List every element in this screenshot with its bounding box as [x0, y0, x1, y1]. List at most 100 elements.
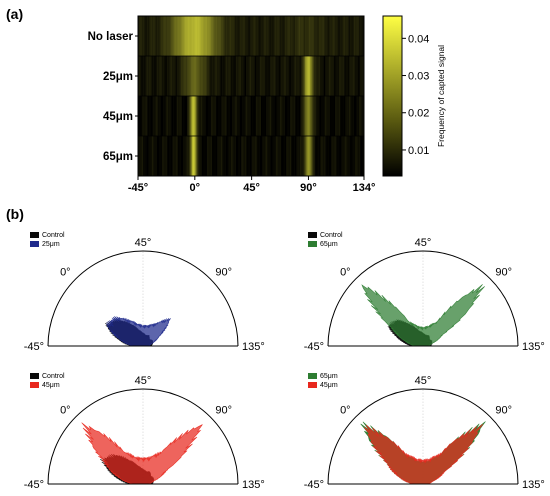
- heatmap-cell: [165, 56, 168, 96]
- heatmap-cell: [335, 96, 337, 136]
- heatmap-cell: [228, 96, 231, 136]
- polar-angle-label: -45°: [24, 341, 44, 353]
- heatmap-cell: [163, 136, 165, 176]
- heatmap-cell: [249, 56, 252, 96]
- heatmap-cell: [240, 136, 243, 176]
- heatmap-cell: [360, 136, 362, 176]
- heatmap-cell: [173, 16, 175, 56]
- heatmap-cell: [143, 96, 145, 136]
- heatmap-cell: [323, 96, 326, 136]
- heatmap-cell: [337, 56, 340, 96]
- polar-angle-label: 45°: [415, 375, 432, 387]
- heatmap-cell: [353, 96, 356, 136]
- heatmap-cell: [315, 136, 317, 176]
- polar-angle-label: 135°: [242, 479, 265, 491]
- heatmap-cell: [248, 136, 251, 176]
- heatmap-cell: [322, 136, 325, 176]
- heatmap-cell: [143, 56, 145, 96]
- heatmap-cell: [176, 16, 179, 56]
- heatmap-cell: [195, 56, 198, 96]
- heatmap-cell: [153, 96, 155, 136]
- heatmap-cell: [267, 56, 269, 96]
- heatmap-cell: [138, 96, 140, 136]
- heatmap-cell: [292, 136, 295, 176]
- heatmap-cell: [233, 56, 236, 96]
- heatmap-cell: [150, 96, 153, 136]
- heatmap-cell: [175, 16, 178, 56]
- heatmap-cell: [207, 56, 209, 96]
- heatmap-cell: [286, 16, 288, 56]
- heatmap-cell: [145, 96, 148, 136]
- legend-swatch: [308, 241, 317, 247]
- heatmap-cell: [283, 136, 286, 176]
- heatmap-cell: [284, 16, 287, 56]
- heatmap-cell: [245, 56, 248, 96]
- heatmap-cell: [237, 136, 239, 176]
- heatmap-cell: [320, 56, 322, 96]
- heatmap-cell: [145, 56, 148, 96]
- heatmap-cell: [218, 96, 221, 136]
- heatmap-cell: [308, 136, 311, 176]
- heatmap-cell: [278, 96, 281, 136]
- heatmap-cell: [317, 16, 320, 56]
- heatmap-cell: [343, 136, 346, 176]
- heatmap-cell: [141, 136, 144, 176]
- heatmap-cell: [325, 136, 327, 176]
- heatmap-cell: [302, 16, 305, 56]
- heatmap-cell: [283, 56, 286, 96]
- heatmap-cell: [279, 16, 282, 56]
- heatmap-cell: [306, 136, 308, 176]
- legend-label: Control: [320, 232, 343, 239]
- legend-label: 45μm: [42, 382, 60, 389]
- heatmap-cell: [204, 56, 207, 96]
- heatmap-cell: [148, 56, 150, 96]
- legend-label: 65μm: [320, 373, 338, 380]
- heatmap-cell: [191, 16, 194, 56]
- heatmap-cell: [239, 56, 242, 96]
- heatmap-cell: [318, 96, 321, 136]
- heatmap-cell: [348, 96, 351, 136]
- heatmap-cell: [321, 16, 323, 56]
- polar-angle-label: 0°: [340, 267, 351, 279]
- heatmap-cell: [163, 16, 165, 56]
- heatmap-cell: [340, 136, 342, 176]
- heatmap-cell: [312, 136, 315, 176]
- heatmap-cell: [232, 136, 234, 176]
- heatmap-cell: [188, 96, 190, 136]
- heatmap-cell: [227, 56, 229, 96]
- heatmap-cell: [160, 56, 163, 96]
- heatmap-cell: [199, 56, 202, 96]
- heatmap-cell: [144, 136, 146, 176]
- heatmap-cell: [164, 136, 167, 176]
- heatmap-cell: [361, 56, 364, 96]
- heatmap-cell: [232, 16, 234, 56]
- heatmap-cell: [316, 96, 318, 136]
- heatmap-cell: [332, 96, 335, 136]
- heatmap-cell: [199, 96, 202, 136]
- heatmap-cell: [245, 16, 248, 56]
- heatmap-cell: [262, 136, 264, 176]
- heatmap-cell: [298, 96, 301, 136]
- heatmap-cell: [264, 16, 267, 56]
- heatmap-cell: [229, 56, 232, 96]
- heatmap-cell: [291, 16, 293, 56]
- heatmap-cell: [351, 136, 354, 176]
- heatmap-cell: [323, 136, 326, 176]
- heatmap-cell: [222, 16, 224, 56]
- heatmap-cell: [331, 56, 334, 96]
- heatmap-cell: [322, 96, 325, 136]
- polar-angle-label: 135°: [522, 341, 545, 353]
- heatmap-cell: [240, 96, 243, 136]
- polar-legend: Control 25μm: [30, 232, 65, 248]
- legend-swatch: [30, 241, 39, 247]
- heatmap-cell: [308, 56, 311, 96]
- heatmap-cell: [178, 96, 180, 136]
- heatmap-cell: [244, 96, 247, 136]
- heatmap-cell: [219, 96, 222, 136]
- heatmap-cell: [156, 16, 159, 56]
- heatmap-cell: [240, 16, 243, 56]
- heatmap-cell: [158, 136, 160, 176]
- heatmap-cell: [281, 136, 283, 176]
- heatmap-cell: [358, 56, 361, 96]
